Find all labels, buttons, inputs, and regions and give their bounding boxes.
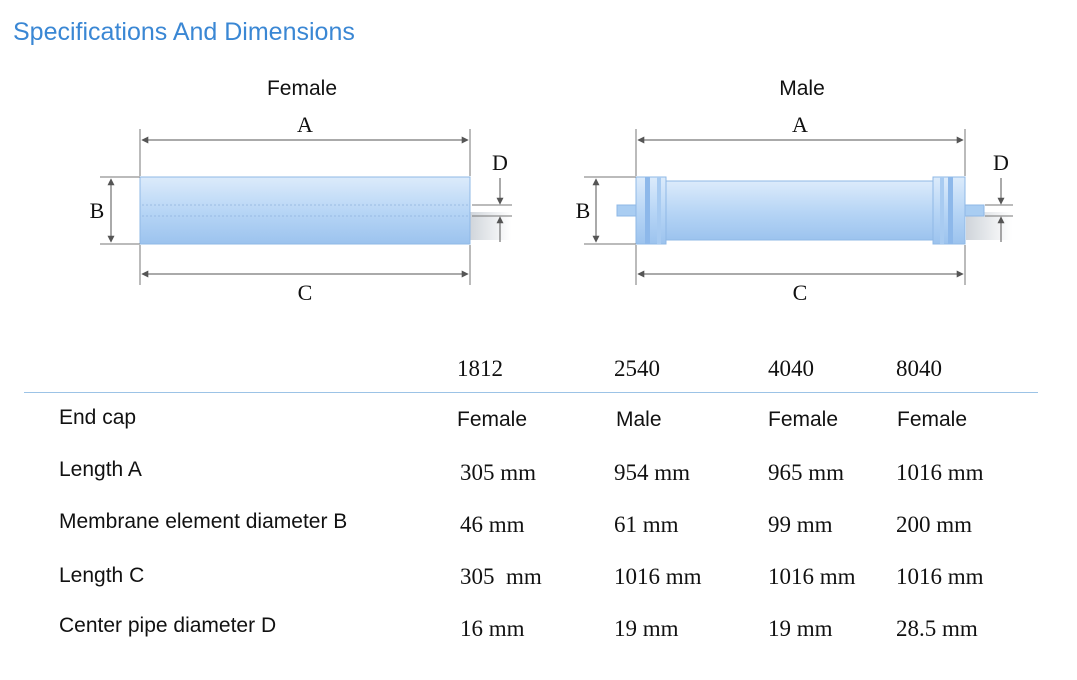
male-right-pipe <box>964 204 985 217</box>
table-cell: Female <box>897 408 968 431</box>
table-cell: 200 mm <box>896 512 973 537</box>
table-cell: 1016 mm <box>896 460 984 485</box>
male-label-c: C <box>793 280 808 305</box>
table-cell: Female <box>768 408 839 431</box>
row-label-length-a: Length A <box>59 458 142 481</box>
table-cell: 61 mm <box>614 512 679 537</box>
male-caption: Male <box>779 77 825 100</box>
table-cell: 19 mm <box>768 616 833 641</box>
female-caption: Female <box>267 77 337 100</box>
row-label-length-c: Length C <box>59 564 145 587</box>
table-cell: Male <box>616 408 662 431</box>
column-header-8040: 8040 <box>896 356 942 381</box>
male-tube <box>665 180 934 241</box>
table-cell: 16 mm <box>460 616 525 641</box>
dimension-diagram: Female A B D C Male A <box>90 77 1013 305</box>
table-cell: 46 mm <box>460 512 525 537</box>
column-header-1812: 1812 <box>457 356 503 381</box>
row-label-end-cap: End cap <box>59 406 137 429</box>
male-left-pipe <box>616 204 638 217</box>
table-cell: 965 mm <box>768 460 845 485</box>
header-divider <box>24 392 1038 393</box>
table-cell: 305 mm <box>460 460 537 485</box>
table-cell: 1016 mm <box>896 564 984 589</box>
table-cell: Female <box>457 408 528 431</box>
female-label-b: B <box>90 198 105 223</box>
table-cell: 1016 mm <box>768 564 856 589</box>
male-label-a: A <box>792 112 808 137</box>
female-label-c: C <box>298 280 313 305</box>
male-label-b: B <box>576 198 591 223</box>
male-label-d: D <box>993 150 1009 175</box>
row-label-center-pipe-diameter-d: Center pipe diameter D <box>59 614 277 637</box>
row-label-membrane-diameter-b: Membrane element diameter B <box>59 510 348 533</box>
table-cell: 1016 mm <box>614 564 702 589</box>
table-cell: 19 mm <box>614 616 679 641</box>
table-cell: 99 mm <box>768 512 833 537</box>
table-cell: 305 mm <box>460 564 542 589</box>
female-label-a: A <box>297 112 313 137</box>
female-diagram: Female A B D C <box>90 77 512 305</box>
table-cell: 954 mm <box>614 460 691 485</box>
male-diagram: Male A B D C <box>576 77 1013 305</box>
female-label-d: D <box>492 150 508 175</box>
page-title: Specifications And Dimensions <box>13 18 355 46</box>
column-header-4040: 4040 <box>768 356 814 381</box>
female-tube <box>139 176 471 245</box>
column-header-2540: 2540 <box>614 356 660 381</box>
table-cell: 28.5 mm <box>896 616 978 641</box>
